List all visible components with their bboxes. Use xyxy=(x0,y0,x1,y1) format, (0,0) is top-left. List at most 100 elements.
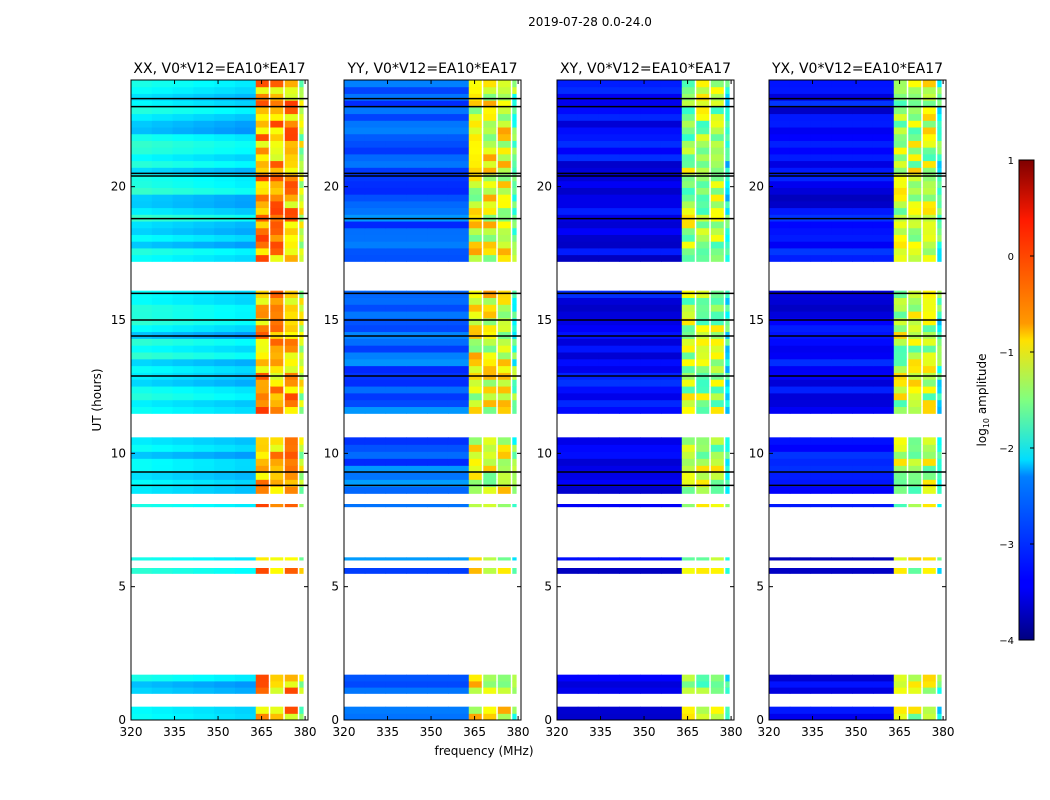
y-tick-label: 0 xyxy=(756,713,764,727)
rfi-cell xyxy=(299,167,304,175)
cell xyxy=(344,133,366,141)
cell xyxy=(364,127,387,135)
cell xyxy=(193,160,215,168)
rfi-cell xyxy=(483,80,497,88)
cell xyxy=(577,167,600,175)
cell xyxy=(151,147,174,155)
cell xyxy=(598,140,620,148)
rfi-cell xyxy=(255,200,269,209)
rfi-cell xyxy=(893,93,907,101)
cell xyxy=(364,304,387,312)
cell xyxy=(172,568,194,574)
cell xyxy=(810,311,832,319)
cell xyxy=(810,297,832,305)
cell xyxy=(640,444,662,452)
rfi-cell xyxy=(725,207,730,215)
rfi-cell xyxy=(725,687,730,694)
cell xyxy=(385,304,407,312)
rfi-cell xyxy=(893,557,907,561)
cell xyxy=(406,557,428,561)
cell xyxy=(619,241,641,249)
cell xyxy=(364,311,387,319)
rfi-cell xyxy=(893,504,907,508)
rfi-cell xyxy=(255,113,269,121)
rfi-cell xyxy=(696,479,710,487)
rfi-cell xyxy=(468,486,482,494)
rfi-cell xyxy=(725,140,730,148)
rfi-cell xyxy=(284,465,298,473)
cell xyxy=(131,465,153,473)
rfi-cell xyxy=(725,80,730,88)
cell xyxy=(769,331,791,339)
cell xyxy=(172,167,194,175)
cell xyxy=(364,86,387,94)
cell xyxy=(557,311,579,319)
rfi-cell xyxy=(497,444,511,452)
rfi-cell xyxy=(893,392,907,401)
cell xyxy=(810,317,832,326)
rfi-cell xyxy=(497,392,511,401)
rfi-cell xyxy=(255,160,269,168)
rfi-cell xyxy=(270,290,284,298)
cell xyxy=(852,254,874,262)
cell xyxy=(344,247,366,256)
rfi-cell xyxy=(255,504,269,508)
cell xyxy=(406,247,428,256)
rfi-cell xyxy=(284,227,298,235)
cell xyxy=(872,311,895,319)
cell xyxy=(789,194,812,202)
cell xyxy=(852,80,874,88)
cell xyxy=(193,451,215,459)
rfi-cell xyxy=(696,674,710,682)
cell xyxy=(810,352,832,360)
cell xyxy=(447,568,470,574)
rfi-cell xyxy=(299,133,304,141)
cell xyxy=(769,557,791,561)
cell xyxy=(789,674,812,682)
cell xyxy=(131,100,153,108)
cell xyxy=(831,304,853,312)
cell xyxy=(151,187,174,195)
cell xyxy=(852,174,874,182)
rfi-cell xyxy=(710,106,724,115)
rfi-cell xyxy=(937,444,942,452)
rfi-cell xyxy=(270,86,284,94)
cell xyxy=(406,338,428,346)
rfi-cell xyxy=(710,304,724,312)
cell xyxy=(364,486,387,494)
rfi-cell xyxy=(922,113,936,121)
cell xyxy=(852,406,874,414)
cell xyxy=(234,465,257,473)
cell xyxy=(131,568,153,574)
rfi-cell xyxy=(299,153,304,162)
cell xyxy=(577,379,600,387)
cell xyxy=(640,194,662,202)
cell xyxy=(193,674,215,682)
cell xyxy=(769,200,791,209)
rfi-cell xyxy=(908,713,922,720)
cell xyxy=(852,153,874,162)
cell xyxy=(447,200,470,209)
cell xyxy=(619,713,641,720)
cell xyxy=(151,100,174,108)
cell xyxy=(406,133,428,141)
x-tick-label: 320 xyxy=(758,725,781,739)
cell xyxy=(872,479,895,487)
rfi-cell xyxy=(937,386,942,394)
rfi-cell xyxy=(468,120,482,128)
cell xyxy=(660,153,683,162)
cell xyxy=(364,254,387,262)
rfi-cell xyxy=(710,133,724,141)
rfi-cell xyxy=(468,174,482,182)
cell xyxy=(598,100,620,108)
cell xyxy=(872,472,895,480)
rfi-cell xyxy=(681,167,695,175)
cell xyxy=(640,406,662,414)
rfi-cell xyxy=(893,207,907,215)
cell xyxy=(769,254,791,262)
rfi-cell xyxy=(696,687,710,694)
rfi-cell xyxy=(468,207,482,215)
cell xyxy=(193,221,215,229)
cell xyxy=(577,406,600,414)
cell xyxy=(447,207,470,215)
